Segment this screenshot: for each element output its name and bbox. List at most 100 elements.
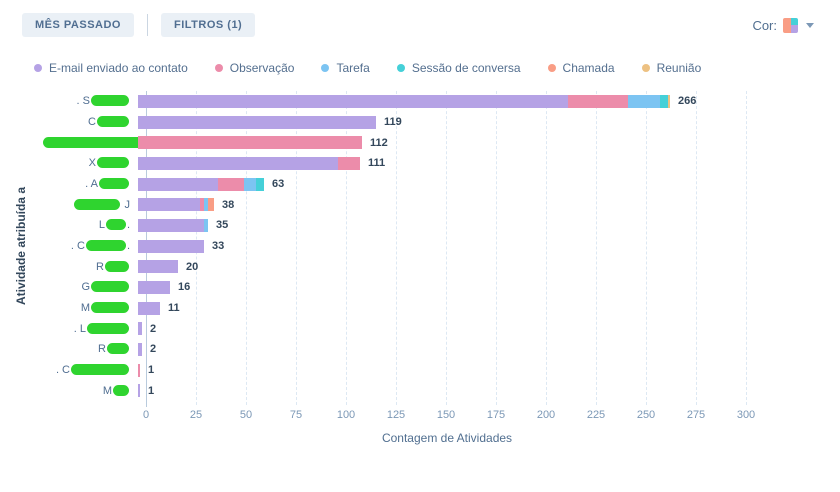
bar-segment-Observação[interactable] (138, 136, 362, 150)
bar-track (138, 384, 140, 398)
bar-segment-Sessão de conversa[interactable] (256, 177, 264, 191)
swatch-salmon (783, 17, 791, 33)
row-label: L. (42, 219, 138, 231)
redaction-blob (105, 260, 129, 272)
date-range-button[interactable]: MÊS PASSADO (22, 13, 134, 37)
bar-segment-E-mail enviado ao contato[interactable] (138, 156, 338, 170)
bar-value-label: 111 (368, 157, 386, 170)
row-label: M (42, 302, 138, 314)
bar-segment-Sessão de conversa[interactable] (660, 94, 668, 108)
bar-value-label: 63 (272, 178, 285, 191)
color-scheme-dropdown[interactable]: Cor: (752, 17, 814, 33)
bar-track (138, 136, 362, 150)
bar-segment-E-mail enviado ao contato[interactable] (138, 115, 376, 129)
bar-row: C 119 (42, 112, 812, 133)
x-axis: 0 25 50 75 100 125 150 175 200 225 250 275 300 (42, 409, 812, 423)
color-label: Cor: (752, 17, 777, 33)
bar-segment-E-mail enviado ao contato[interactable] (138, 280, 170, 294)
bar-segment-Observação[interactable] (338, 156, 360, 170)
bar-segment-Observação[interactable] (218, 177, 244, 191)
row-label-text: . (126, 240, 130, 253)
bar-value-label: 1 (148, 384, 155, 397)
bar-segment-E-mail enviado ao contato[interactable] (138, 94, 568, 108)
legend-item-label: Sessão de conversa (411, 61, 521, 75)
bar-row: L. 35 (42, 215, 812, 236)
legend-item-label: Tarefa (336, 61, 370, 75)
bar-segment-E-mail enviado ao contato[interactable] (138, 239, 204, 253)
legend-item-4[interactable]: Chamada (547, 61, 615, 75)
bar-track (138, 218, 208, 232)
redaction-blob (43, 136, 155, 148)
bar-value-label: 38 (222, 198, 235, 211)
legend-item-label: E-mail enviado ao contato (49, 61, 188, 75)
row-label: . C (42, 364, 138, 376)
bar-row: . C 1 (42, 360, 812, 381)
bar-segment-Observação[interactable] (200, 198, 204, 212)
legend-item-3[interactable]: Sessão de conversa (396, 61, 521, 75)
bar-segment-Tarefa[interactable] (628, 94, 660, 108)
legend-item-0[interactable]: E-mail enviado ao contato (34, 61, 188, 75)
redaction-blob (74, 198, 121, 210)
color-swatch-icon (783, 17, 798, 33)
row-label: . L (42, 322, 138, 335)
legend-item-5[interactable]: Reunião (641, 61, 701, 75)
bar-row: J 38 (42, 194, 812, 215)
bar-segment-Reunião[interactable] (668, 94, 670, 108)
bar-segment-Chamada[interactable] (208, 198, 214, 212)
legend-item-1[interactable]: Observação (214, 61, 294, 75)
bar-segment-Tarefa[interactable] (204, 218, 208, 232)
bar-segment-E-mail enviado ao contato[interactable] (138, 322, 142, 336)
bar-segment-Observação[interactable] (138, 363, 140, 377)
row-label: X (42, 157, 138, 169)
legend-dot-icon (547, 64, 556, 72)
bar-value-label: 266 (678, 95, 697, 108)
toolbar: MÊS PASSADO FILTROS (1) Cor: (0, 0, 840, 37)
x-axis-tick: 200 (536, 409, 556, 421)
x-axis-tick: 25 (189, 409, 203, 421)
bar-segment-Observação[interactable] (568, 94, 628, 108)
bar-segment-E-mail enviado ao contato[interactable] (138, 218, 204, 232)
bar-segment-E-mail enviado ao contato[interactable] (138, 301, 160, 315)
bar-row: G 16 (42, 277, 812, 298)
row-label-text: L (98, 219, 105, 232)
filters-button[interactable]: FILTROS (1) (160, 13, 256, 37)
row-label: C (42, 116, 138, 128)
legend-item-2[interactable]: Tarefa (321, 61, 370, 75)
bar-track (138, 198, 214, 212)
row-label-text: G (81, 281, 90, 294)
bar-segment-E-mail enviado ao contato[interactable] (138, 198, 200, 212)
redaction-blob (91, 302, 129, 314)
redaction-blob (87, 322, 129, 334)
bar-segment-E-mail enviado ao contato[interactable] (138, 260, 178, 274)
row-label: M (42, 384, 138, 397)
row-label-text: C (88, 116, 96, 128)
bar-segment-Tarefa[interactable] (204, 198, 208, 212)
bar-row: . A 63 (42, 174, 812, 195)
legend-dot-icon (34, 64, 42, 72)
row-label-text: . C (55, 364, 70, 377)
legend-dot-icon (214, 64, 223, 72)
bar-segment-Tarefa[interactable] (244, 177, 256, 191)
row-label: R (42, 260, 138, 273)
bar-segment-E-mail enviado ao contato[interactable] (138, 342, 142, 356)
row-label: . A (42, 178, 138, 190)
x-axis-tick: 75 (289, 409, 303, 421)
x-axis-tick: 175 (486, 409, 506, 421)
x-axis-tick: 50 (239, 409, 253, 421)
bar-track (138, 280, 170, 294)
bar-chart: Atividade atribuída a . S 266 C 119 112 X 111.… (0, 91, 840, 445)
bar-row: . L 2 (42, 318, 812, 339)
row-label-text: R (98, 343, 106, 356)
x-axis-tick: 275 (686, 409, 706, 421)
row-label-text: R (96, 260, 104, 273)
bar-value-label: 35 (216, 219, 229, 232)
bar-segment-E-mail enviado ao contato[interactable] (138, 384, 140, 398)
x-axis-tick: 250 (636, 409, 656, 421)
redaction-blob (99, 178, 129, 190)
bar-segment-E-mail enviado ao contato[interactable] (138, 177, 218, 191)
row-label-text: M (102, 384, 112, 397)
bar-rows: . S 266 C 119 112 X 111. A 63 J 38 L. 35. C. 33 R 20 G… (42, 91, 812, 401)
redaction-blob (107, 343, 129, 355)
